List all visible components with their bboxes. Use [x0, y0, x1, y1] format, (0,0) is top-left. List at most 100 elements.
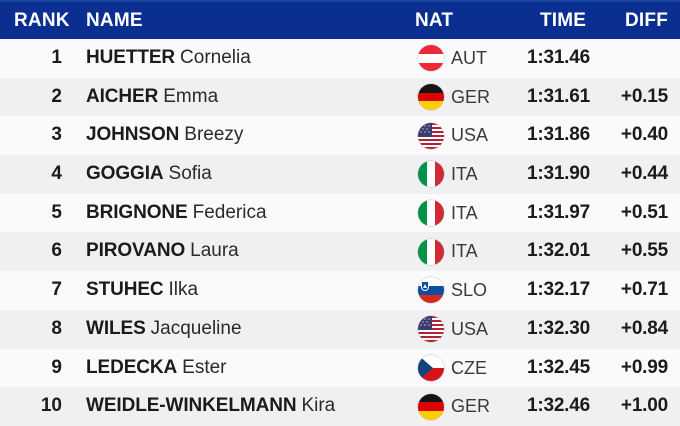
table-header-row: RANK NAME NAT TIME DIFF: [0, 0, 680, 39]
aut-flag-icon: [418, 45, 444, 72]
ita-flag-icon: [418, 200, 444, 227]
athlete-last-name: JOHNSON: [86, 124, 180, 146]
column-header-rank: RANK: [14, 10, 70, 31]
cell-time: 1:32.01: [526, 240, 590, 262]
nation-code: ITA: [451, 202, 478, 223]
athlete-first-name: Cornelia: [180, 47, 251, 68]
usa-flag-icon: [418, 316, 444, 343]
cell-diff: +0.15: [620, 85, 668, 107]
table-row[interactable]: 10 WEIDLE-WINKELMANN Kira GER 1:32.46 +1.00: [0, 387, 680, 426]
cell-time: 1:32.30: [526, 317, 590, 339]
table-row[interactable]: 4 GOGGIA Sofia ITA 1:31.90 +0.44: [0, 155, 680, 194]
nation-code: SLO: [451, 280, 488, 301]
cell-nationality: ITA: [418, 232, 478, 271]
cell-diff: +0.44: [620, 163, 668, 185]
cell-name: WILES Jacqueline: [86, 310, 242, 349]
table-row[interactable]: 8 WILES Jacqueline USA 1:32.30 +0.84: [0, 309, 680, 349]
nation-code: USA: [451, 318, 489, 339]
cell-name: GOGGIA Sofia: [86, 155, 212, 194]
cell-time: 1:32.17: [526, 279, 590, 301]
usa-flag-icon: [418, 122, 444, 149]
cell-nationality: CZE: [418, 349, 487, 388]
cell-time: 1:31.90: [526, 163, 590, 185]
cell-time: 1:31.46: [526, 47, 590, 68]
athlete-last-name: PIROVANO: [86, 240, 186, 262]
athlete-last-name: WILES: [86, 317, 146, 339]
cell-time: 1:31.61: [526, 85, 590, 107]
cell-diff: +0.71: [620, 279, 668, 301]
athlete-last-name: WEIDLE-WINKELMANN: [86, 395, 297, 417]
cell-name: HUETTER Cornelia: [86, 39, 251, 78]
cell-diff: +0.99: [620, 356, 668, 378]
cell-rank: 9: [51, 356, 62, 378]
nation-code: ITA: [451, 164, 478, 185]
table-row[interactable]: 6 PIROVANO Laura ITA 1:32.01 +0.55: [0, 232, 680, 272]
cell-name: WEIDLE-WINKELMANN Kira: [86, 387, 335, 426]
cell-rank: 8: [51, 317, 62, 339]
column-header-nat: NAT: [415, 10, 454, 31]
cell-diff: +1.00: [620, 395, 668, 417]
cell-diff: [600, 39, 668, 78]
athlete-last-name: HUETTER: [86, 47, 176, 68]
athlete-first-name: Laura: [190, 240, 239, 262]
column-header-name: NAME: [86, 10, 143, 31]
table-row[interactable]: 1 HUETTER Cornelia AUT 1:31.46: [0, 39, 680, 78]
cell-nationality: ITA: [418, 155, 478, 194]
cell-rank: 6: [51, 240, 62, 262]
nation-code: ITA: [451, 241, 478, 262]
cell-rank: 3: [51, 124, 62, 146]
athlete-last-name: LEDECKA: [86, 356, 178, 378]
column-header-diff: DIFF: [625, 10, 669, 31]
table-row[interactable]: 3 JOHNSON Breezy USA 1:31.86 +0.40: [0, 116, 680, 156]
nation-code: CZE: [451, 357, 487, 378]
table-row[interactable]: 5 BRIGNONE Federica ITA 1:31.97 +0.51: [0, 193, 680, 233]
cell-name: JOHNSON Breezy: [86, 116, 243, 155]
cell-rank: 2: [51, 85, 62, 107]
athlete-first-name: Ester: [182, 356, 227, 378]
cell-nationality: USA: [418, 116, 488, 155]
cell-nationality: GER: [418, 78, 490, 117]
cell-nationality: ITA: [418, 194, 478, 233]
athlete-first-name: Kira: [301, 395, 336, 417]
nation-code: USA: [451, 125, 489, 146]
cell-rank: 1: [51, 47, 62, 68]
table-row[interactable]: 9 LEDECKA Ester CZE 1:32.45 +0.99: [0, 348, 680, 388]
ita-flag-icon: [418, 238, 444, 265]
cell-nationality: USA: [418, 310, 488, 349]
ger-flag-icon: [418, 393, 444, 420]
athlete-first-name: Jacqueline: [150, 317, 242, 339]
athlete-first-name: Breezy: [184, 124, 244, 146]
cell-rank: 5: [51, 201, 62, 223]
athlete-last-name: STUHEC: [86, 279, 164, 301]
cell-rank: 7: [51, 279, 62, 301]
athlete-last-name: BRIGNONE: [86, 201, 188, 223]
cell-diff: +0.51: [620, 201, 668, 223]
cell-time: 1:31.86: [526, 124, 590, 146]
cell-diff: +0.84: [620, 317, 668, 339]
table-body: 1 HUETTER Cornelia AUT 1:31.46 2 AICHER Emma GER…: [0, 39, 680, 426]
cell-name: AICHER Emma: [86, 78, 218, 117]
ita-flag-icon: [418, 161, 444, 188]
cell-diff: +0.40: [620, 124, 668, 146]
cell-nationality: GER: [418, 387, 490, 426]
athlete-first-name: Sofia: [168, 163, 212, 185]
nation-code: GER: [451, 86, 491, 107]
table-row[interactable]: 2 AICHER Emma GER 1:31.61 +0.15: [0, 77, 680, 117]
column-header-time: TIME: [540, 10, 587, 31]
cell-rank: 10: [40, 395, 62, 417]
nation-code: GER: [451, 396, 491, 417]
cell-time: 1:31.97: [526, 201, 590, 223]
nation-code: AUT: [451, 48, 487, 68]
athlete-first-name: Ilka: [168, 279, 199, 301]
cell-diff: +0.55: [620, 240, 668, 262]
cell-nationality: AUT: [418, 39, 487, 78]
athlete-last-name: GOGGIA: [86, 163, 164, 185]
cze-flag-icon: [418, 354, 444, 381]
cell-time: 1:32.46: [526, 395, 590, 417]
slo-flag-icon: [418, 277, 444, 304]
ger-flag-icon: [418, 84, 444, 111]
table-row[interactable]: 7 STUHEC Ilka SLO 1:32.17 +0.71: [0, 271, 680, 310]
cell-time: 1:32.45: [526, 356, 590, 378]
athlete-first-name: Emma: [163, 85, 219, 107]
